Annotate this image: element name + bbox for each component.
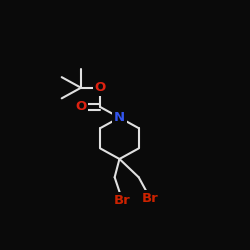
Text: O: O (75, 100, 86, 114)
Text: Br: Br (114, 194, 131, 207)
Text: O: O (94, 81, 106, 94)
Text: N: N (114, 111, 125, 124)
Text: Br: Br (142, 192, 159, 205)
